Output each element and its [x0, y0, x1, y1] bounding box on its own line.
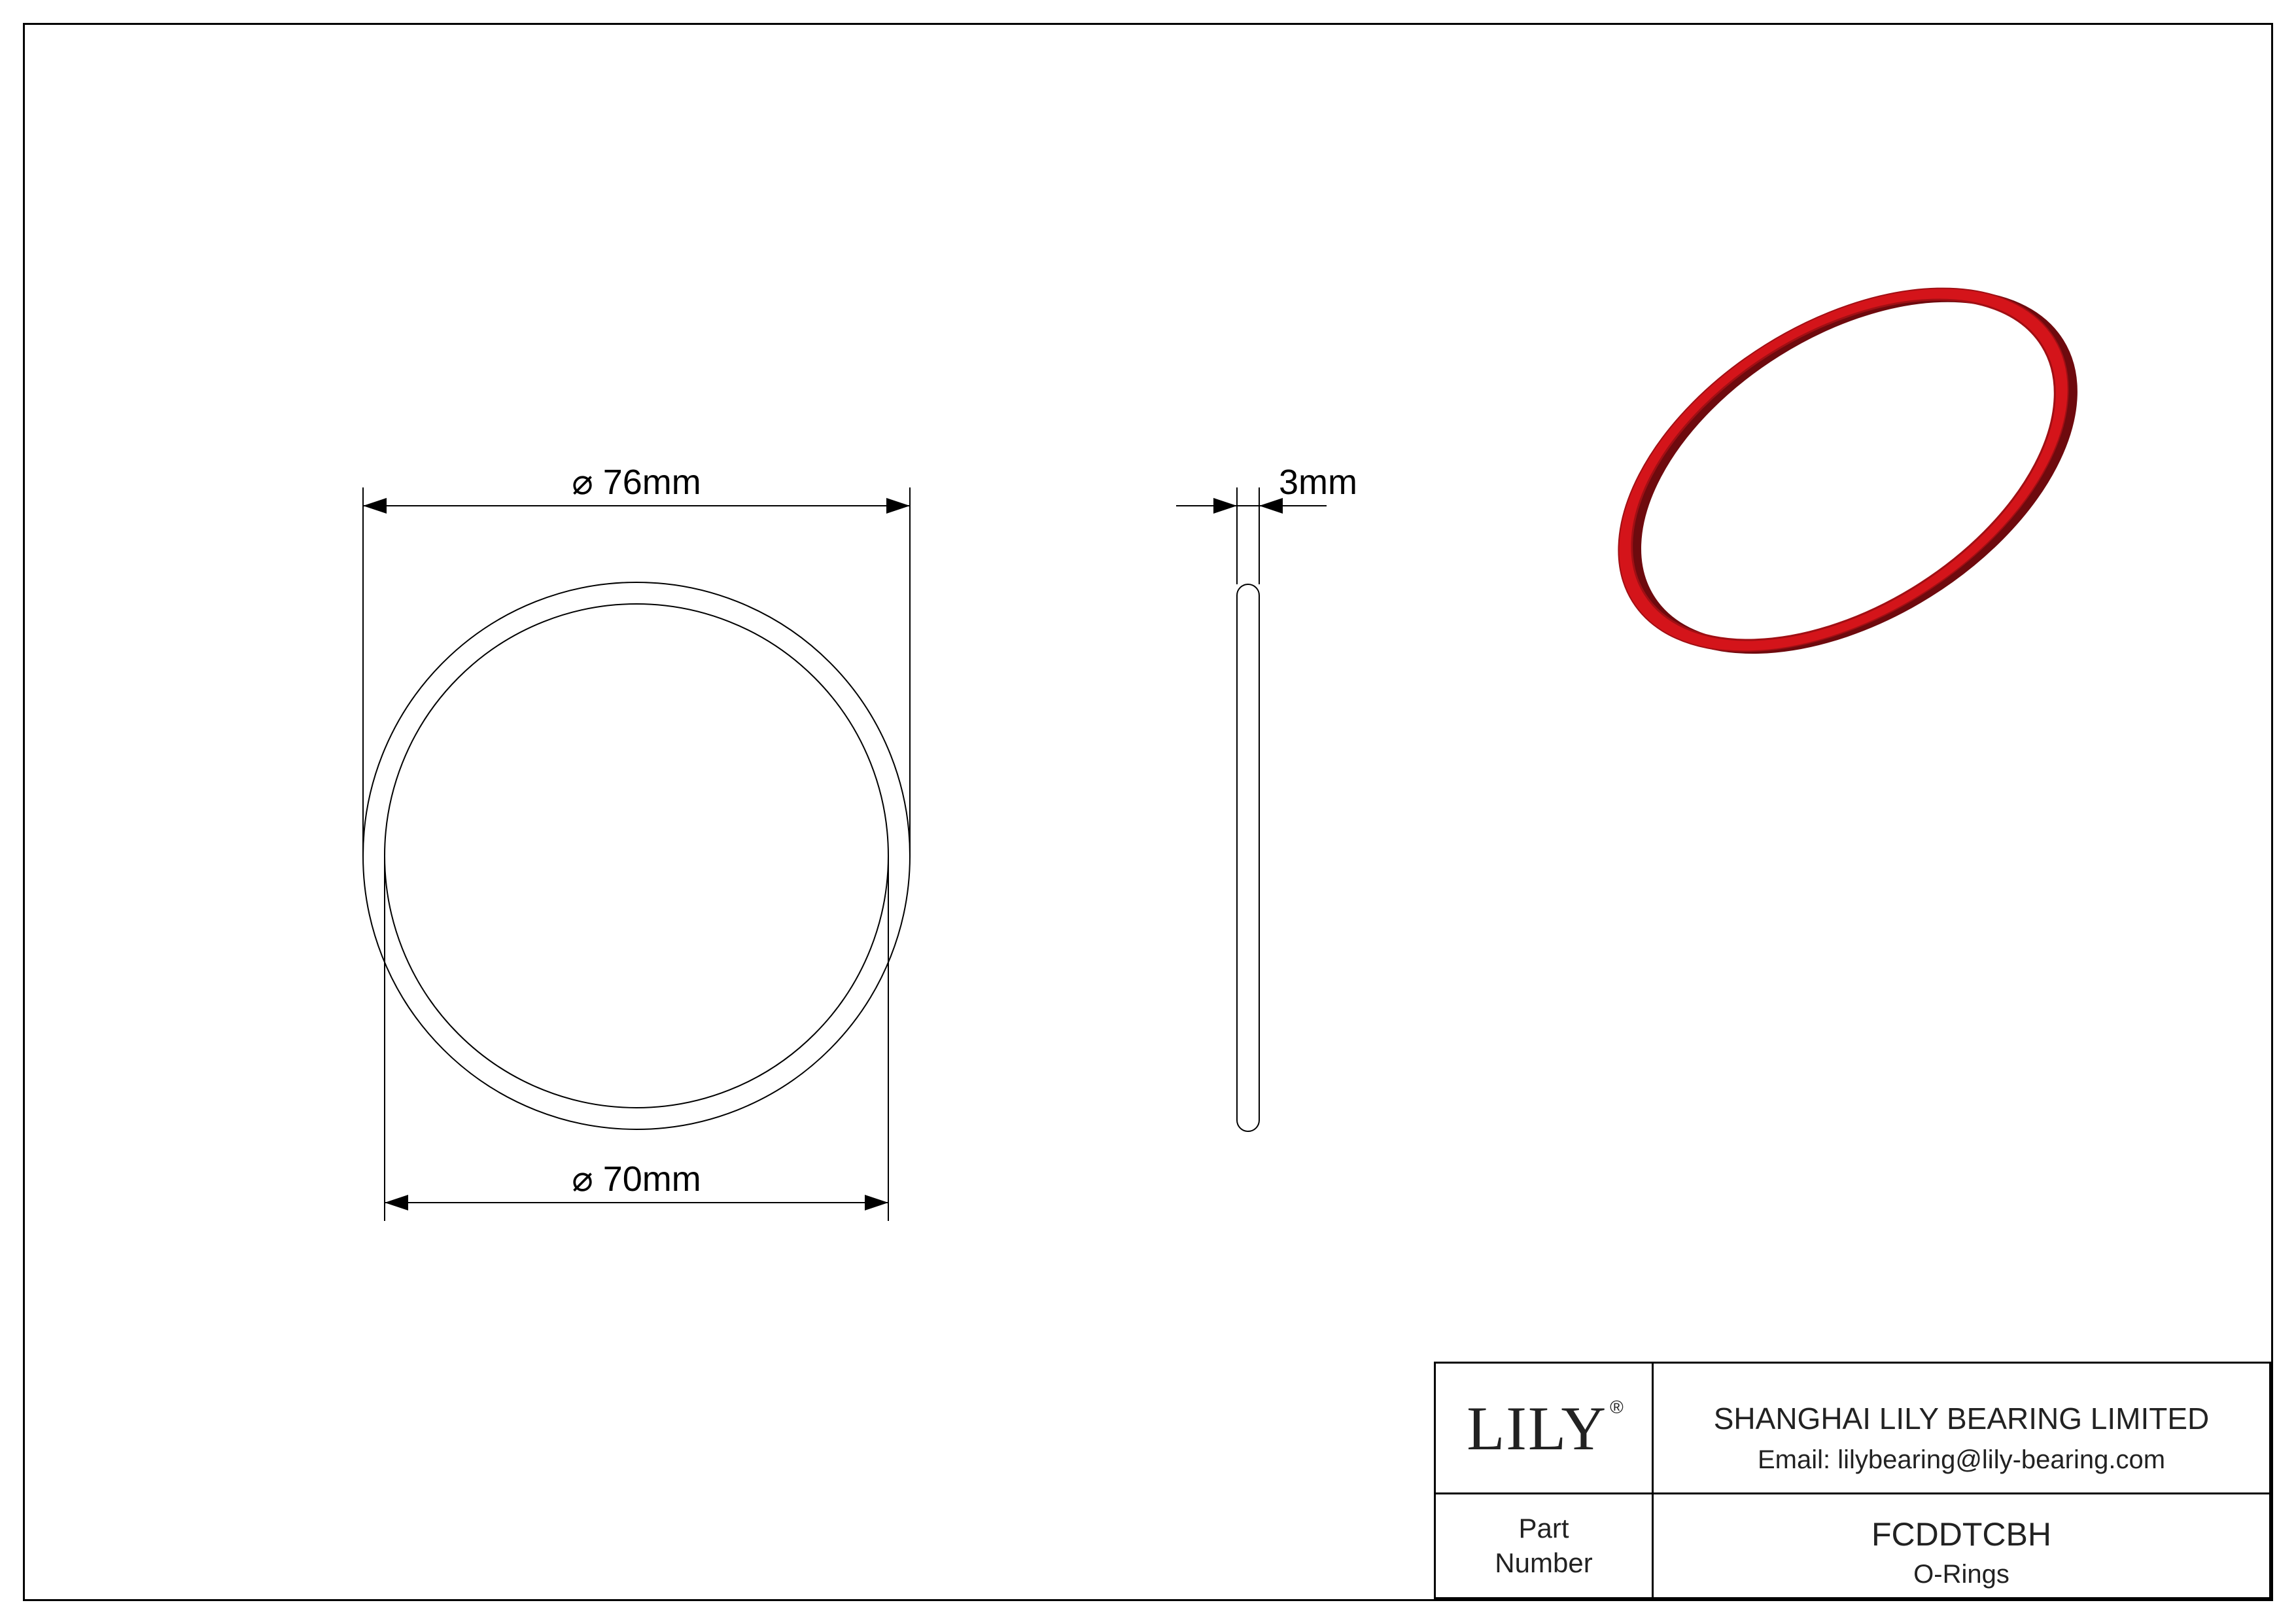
- drawing-frame: ⌀ 76mm ⌀ 70mm 3mm LILY® SHANGHAI LILY BEA…: [23, 23, 2273, 1601]
- front-view: ⌀ 76mm ⌀ 70mm: [363, 463, 910, 1221]
- part-number: FCDDTCBH: [1654, 1515, 2269, 1553]
- part-label-line1: Part: [1518, 1513, 1569, 1544]
- page: ⌀ 76mm ⌀ 70mm 3mm LILY® SHANGHAI LILY BEA…: [0, 0, 2296, 1624]
- isometric-view: [1555, 213, 2142, 729]
- company-name: SHANGHAI LILY BEARING LIMITED: [1654, 1401, 2269, 1436]
- part-description: O-Rings: [1654, 1560, 2269, 1589]
- thickness-label: 3mm: [1279, 463, 1357, 502]
- registered-mark: ®: [1610, 1397, 1624, 1417]
- company-cell: SHANGHAI LILY BEARING LIMITED Email: lil…: [1653, 1363, 2270, 1494]
- part-info-cell: FCDDTCBH O-Rings: [1653, 1494, 2270, 1598]
- logo-cell: LILY®: [1435, 1363, 1653, 1494]
- inner-diameter-label: ⌀ 70mm: [572, 1159, 701, 1199]
- outer-diameter-label: ⌀ 76mm: [572, 463, 701, 502]
- logo-text: LILY: [1467, 1394, 1607, 1463]
- company-email: Email: lilybearing@lily-bearing.com: [1654, 1445, 2269, 1475]
- part-label-line2: Number: [1495, 1547, 1592, 1578]
- title-block: LILY® SHANGHAI LILY BEARING LIMITED Emai…: [1434, 1362, 2271, 1599]
- side-view: 3mm: [1176, 463, 1357, 1131]
- part-label-cell: Part Number: [1435, 1494, 1653, 1598]
